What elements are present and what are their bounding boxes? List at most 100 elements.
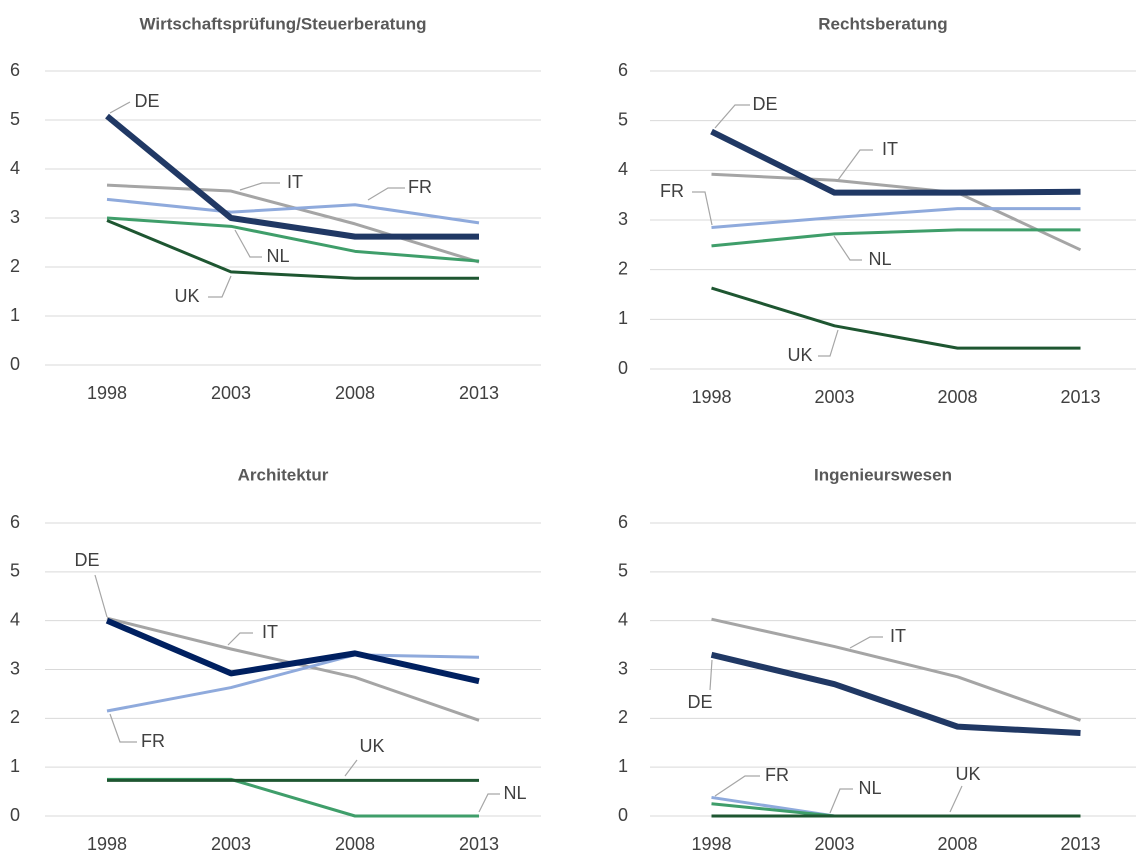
series-label: UK xyxy=(359,736,384,756)
x-tick-label: 2008 xyxy=(937,387,977,407)
y-tick-label: 5 xyxy=(10,561,20,581)
series-label: NL xyxy=(266,246,289,266)
series-label: IT xyxy=(262,622,278,642)
series-label: DE xyxy=(74,550,99,570)
y-tick-label: 0 xyxy=(10,354,20,374)
series-label: IT xyxy=(890,626,906,646)
y-tick-label: 5 xyxy=(10,109,20,129)
leader-line xyxy=(849,636,883,649)
series-label: IT xyxy=(882,139,898,159)
leader-line xyxy=(478,793,500,813)
leader-line xyxy=(234,229,262,258)
x-tick-label: 1998 xyxy=(691,387,731,407)
series-label: NL xyxy=(868,249,891,269)
x-tick-label: 2003 xyxy=(814,834,854,854)
y-tick-label: 4 xyxy=(618,609,628,629)
leader-line xyxy=(829,788,853,814)
x-tick-label: 2013 xyxy=(459,383,499,403)
series-line xyxy=(710,128,1081,196)
series-line xyxy=(105,113,479,240)
series-label: UK xyxy=(174,286,199,306)
y-tick-label: 5 xyxy=(618,109,628,129)
y-tick-label: 3 xyxy=(10,658,20,678)
series-line xyxy=(710,651,1081,736)
x-tick-label: 2013 xyxy=(1060,387,1100,407)
leader-line xyxy=(109,101,131,114)
leader-line xyxy=(709,659,713,691)
series-line xyxy=(106,653,480,713)
leader-line xyxy=(714,104,750,129)
x-tick-label: 2013 xyxy=(459,834,499,854)
chart-title: Ingenieurswesen xyxy=(814,465,952,484)
leader-line xyxy=(208,275,232,298)
y-tick-label: 6 xyxy=(10,512,20,532)
chart-title: Rechtsberatung xyxy=(818,14,947,33)
series-line xyxy=(711,617,1081,722)
x-tick-label: 1998 xyxy=(87,383,127,403)
y-tick-label: 2 xyxy=(618,707,628,727)
x-tick-label: 2003 xyxy=(211,383,251,403)
y-tick-label: 1 xyxy=(618,308,628,328)
y-tick-label: 1 xyxy=(10,305,20,325)
x-tick-label: 2013 xyxy=(1060,834,1100,854)
leader-line xyxy=(949,785,963,813)
series-label: NL xyxy=(858,778,881,798)
y-tick-label: 3 xyxy=(618,209,628,229)
y-tick-label: 4 xyxy=(618,159,628,179)
chart-title: Architektur xyxy=(238,465,329,484)
leader-line xyxy=(367,187,405,201)
leader-line xyxy=(837,149,873,181)
series-line xyxy=(711,172,1082,252)
series-label: FR xyxy=(408,177,432,197)
x-tick-label: 2008 xyxy=(937,834,977,854)
series-line xyxy=(107,777,479,818)
y-tick-label: 1 xyxy=(618,756,628,776)
x-tick-label: 2003 xyxy=(814,387,854,407)
leader-line xyxy=(714,775,760,797)
series-label: FR xyxy=(660,181,684,201)
series-label: DE xyxy=(687,692,712,712)
y-tick-label: 0 xyxy=(10,805,20,825)
series-label: UK xyxy=(787,345,812,365)
x-tick-label: 2008 xyxy=(335,383,375,403)
y-tick-label: 4 xyxy=(10,158,20,178)
y-tick-label: 6 xyxy=(618,60,628,80)
x-tick-label: 1998 xyxy=(87,834,127,854)
series-line xyxy=(711,286,1081,350)
series-line xyxy=(105,617,480,685)
y-tick-label: 6 xyxy=(618,512,628,532)
series-label: NL xyxy=(503,783,526,803)
leader-line xyxy=(833,235,862,261)
x-tick-label: 1998 xyxy=(691,834,731,854)
series-line xyxy=(711,228,1081,248)
leader-line xyxy=(94,574,108,618)
x-tick-label: 2003 xyxy=(211,834,251,854)
series-label: FR xyxy=(765,765,789,785)
series-line xyxy=(106,197,480,225)
leader-line xyxy=(227,632,253,646)
y-tick-label: 0 xyxy=(618,805,628,825)
y-tick-label: 4 xyxy=(10,609,20,629)
leader-line xyxy=(692,191,713,226)
leader-line xyxy=(109,713,137,743)
series-label: UK xyxy=(955,764,980,784)
y-tick-label: 0 xyxy=(618,358,628,378)
y-tick-label: 3 xyxy=(618,658,628,678)
leader-line xyxy=(818,329,839,357)
series-line xyxy=(106,216,480,263)
y-tick-label: 2 xyxy=(10,707,20,727)
series-label: FR xyxy=(141,731,165,751)
y-tick-label: 5 xyxy=(618,561,628,581)
y-tick-label: 2 xyxy=(618,258,628,278)
series-line xyxy=(106,219,479,280)
series-label: DE xyxy=(752,94,777,114)
series-label: IT xyxy=(287,172,303,192)
y-tick-label: 1 xyxy=(10,756,20,776)
series-label: DE xyxy=(134,91,159,111)
leader-line xyxy=(344,759,358,777)
leader-line xyxy=(239,182,280,191)
y-tick-label: 6 xyxy=(10,60,20,80)
x-tick-label: 2008 xyxy=(335,834,375,854)
y-tick-label: 2 xyxy=(10,256,20,276)
